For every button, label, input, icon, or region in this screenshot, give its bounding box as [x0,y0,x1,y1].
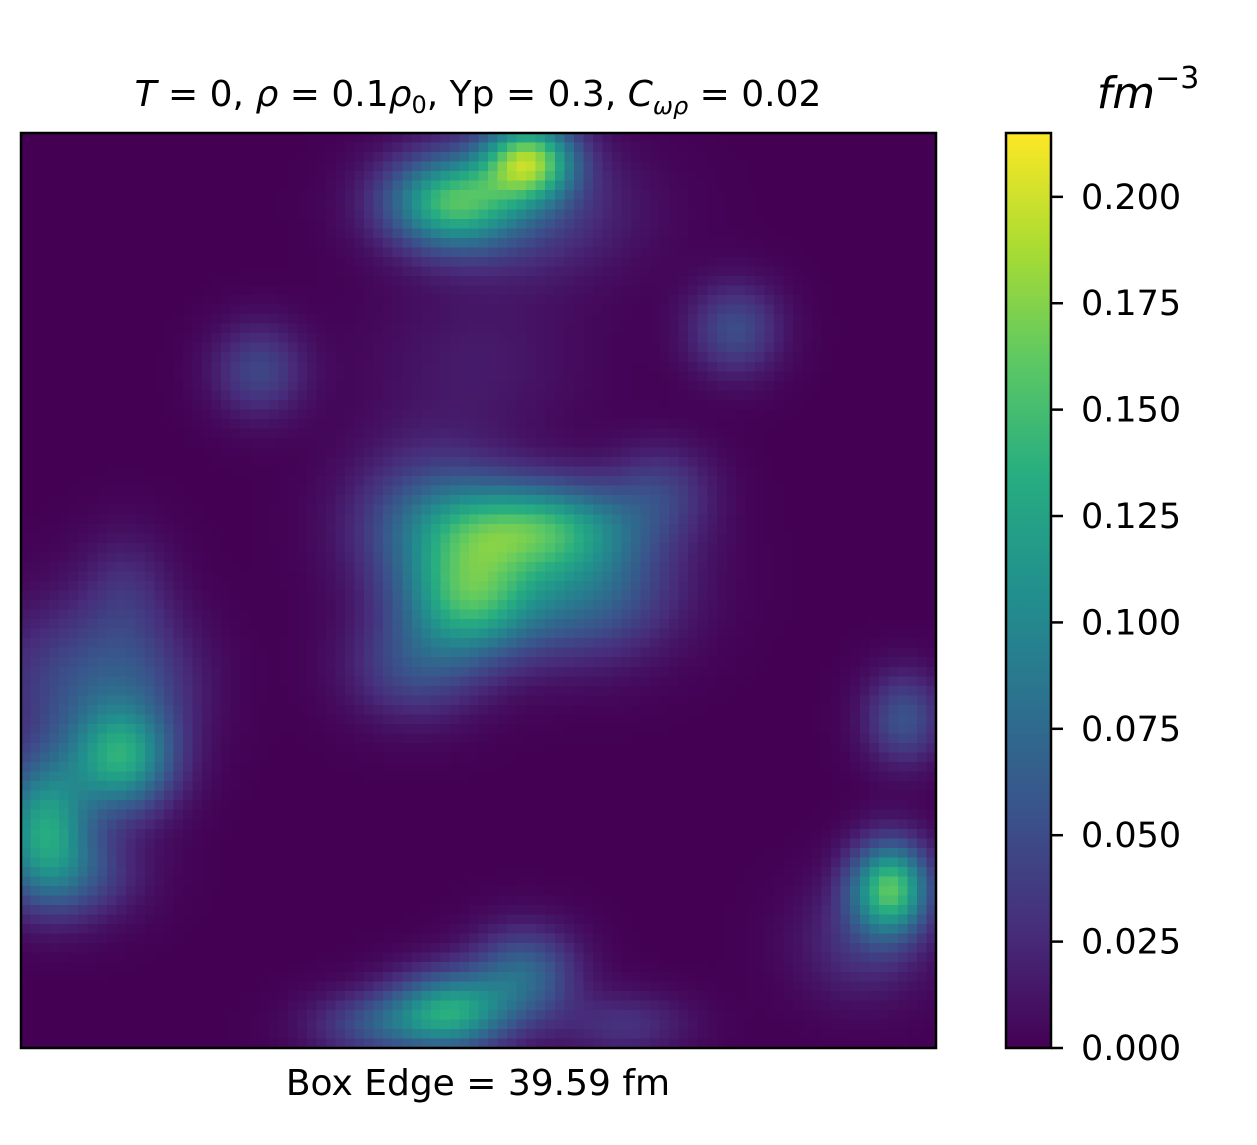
colorbar-tick-label: 0.075 [1081,710,1181,750]
colorbar-ticks: 0.000 0.025 0.050 0.075 0.100 0.125 0.150 0.175… [1051,178,1181,1069]
colorbar-frame [1004,131,1053,1050]
heatmap-plot-area [19,131,938,1050]
colorbar-tick-label: 0.175 [1081,284,1181,324]
colorbar: 0.000 0.025 0.050 0.075 0.100 0.125 0.150 0.175… [1004,131,1181,1069]
density-heatmap [21,133,936,1048]
colorbar-gradient [1006,133,1051,1048]
colorbar-tick-label: 0.200 [1081,178,1181,218]
colorbar-tick-label: 0.050 [1081,816,1181,856]
colorbar-tick-label: 0.000 [1081,1029,1181,1069]
plot-frame [19,131,938,1050]
colorbar-tick-label: 0.125 [1081,497,1181,537]
colorbar-tick-label: 0.025 [1081,923,1181,963]
colorbar-unit-label: fm−3 [1097,61,1200,119]
x-axis-label: Box Edge = 39.59 fm [286,1063,670,1104]
colorbar-tick-label: 0.100 [1081,603,1181,643]
colorbar-tick-label: 0.150 [1081,391,1181,431]
chart-title: T = 0, ρ = 0.1ρ0, Yp = 0.3, Cωρ = 0.02 [135,74,822,120]
